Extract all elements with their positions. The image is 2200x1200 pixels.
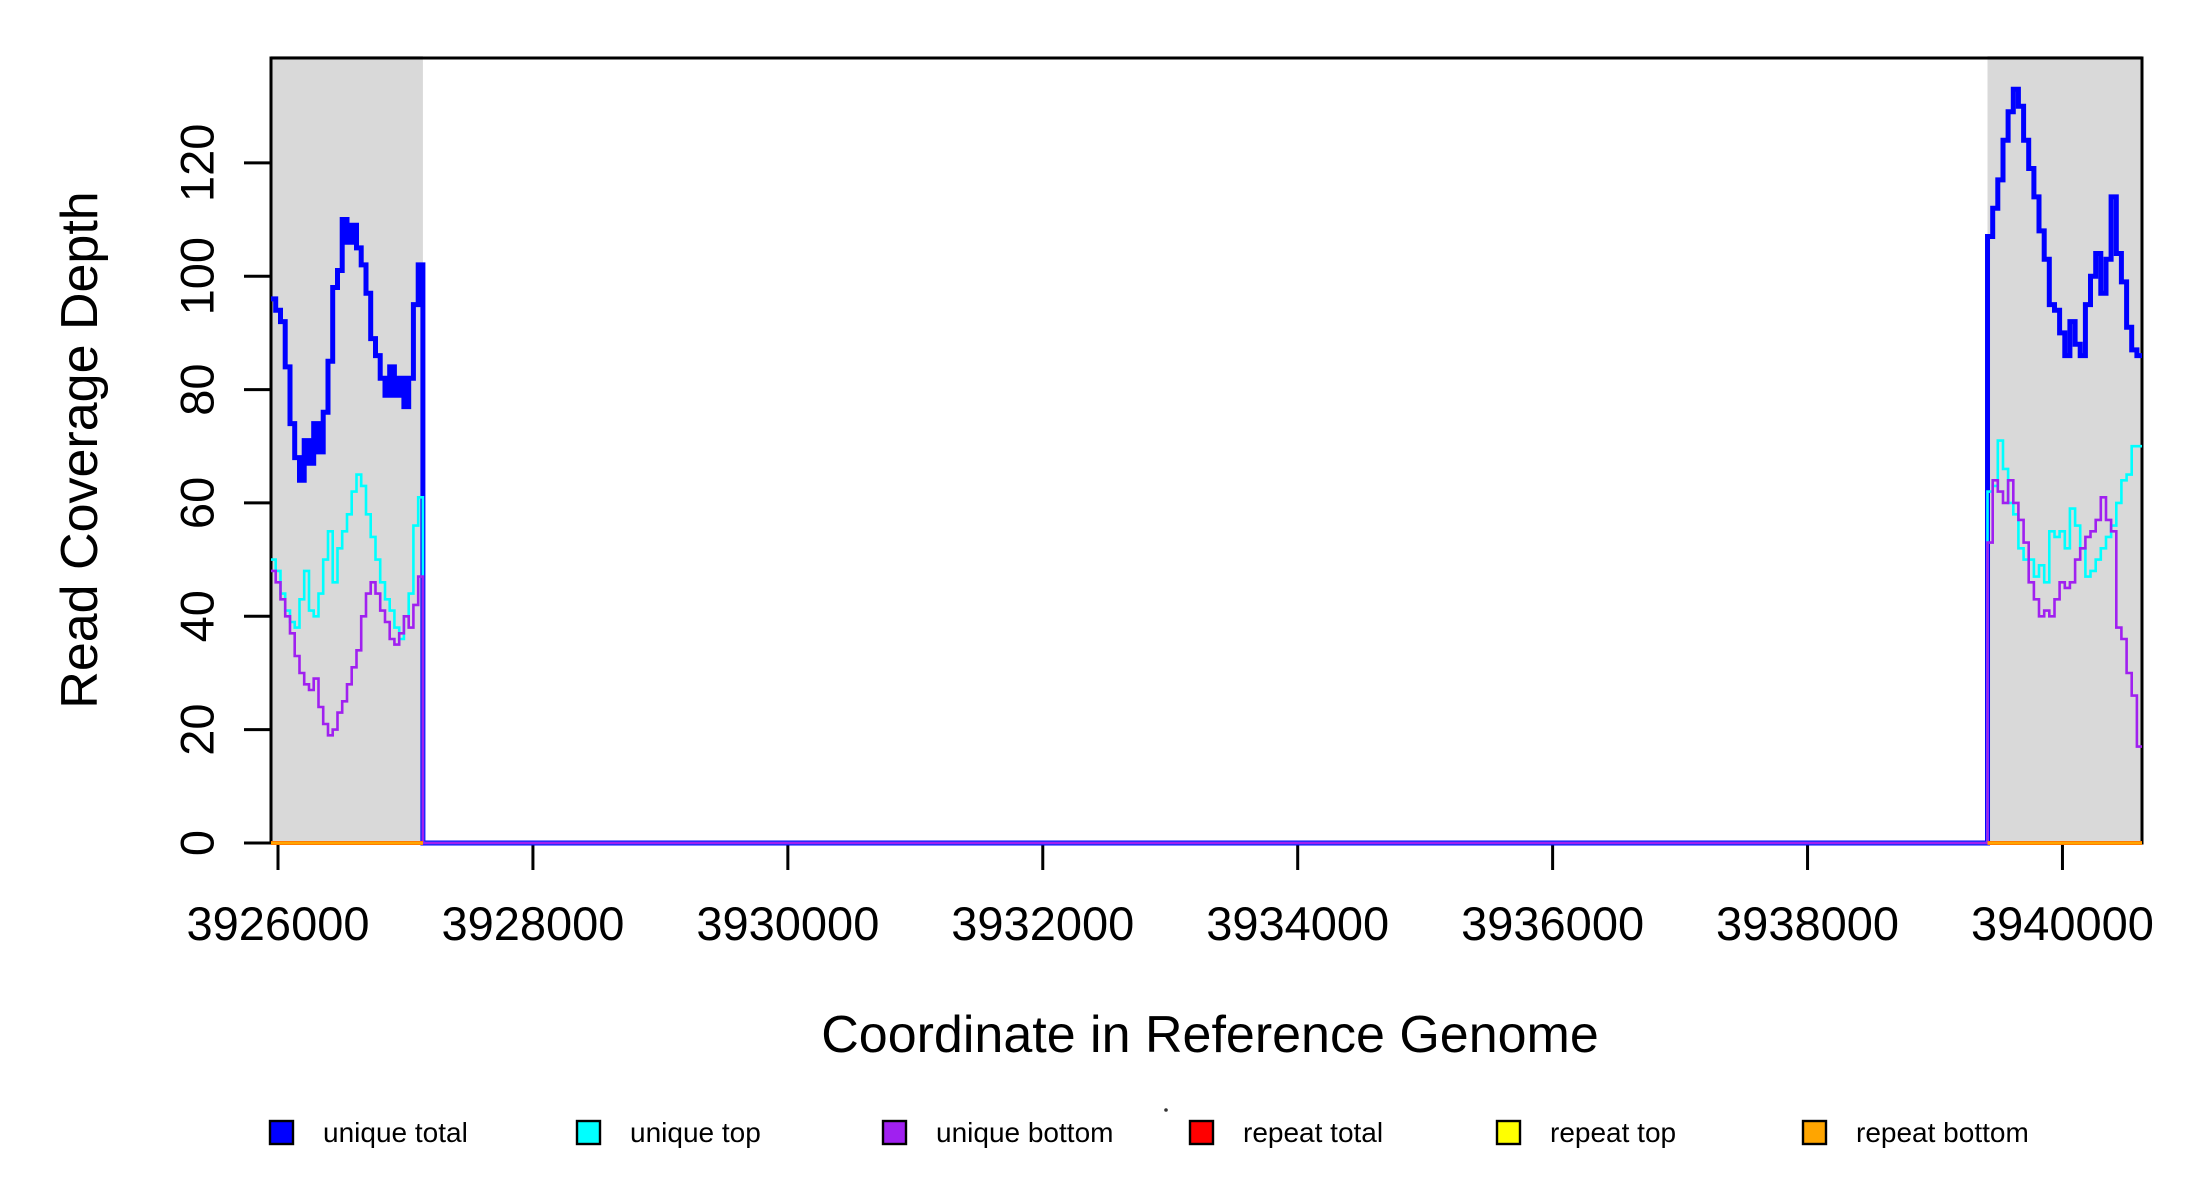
legend-label-repeat-bottom: repeat bottom bbox=[1856, 1117, 2029, 1148]
x-axis-tick-label: 3928000 bbox=[441, 897, 624, 950]
legend-label-repeat-top: repeat top bbox=[1550, 1117, 1676, 1148]
x-axis-tick-label: 3926000 bbox=[187, 897, 370, 950]
legend-swatch-unique-top bbox=[575, 1119, 602, 1146]
series-line-unique-bottom bbox=[271, 479, 2142, 845]
y-axis-tick-label: 120 bbox=[171, 124, 224, 202]
repeat-region-right bbox=[1987, 56, 2142, 843]
x-axis-tick-label: 3936000 bbox=[1461, 897, 1644, 950]
stray-dot-artifact bbox=[1164, 1108, 1168, 1112]
legend-label-repeat-total: repeat total bbox=[1243, 1117, 1383, 1148]
y-axis-tick-label: 40 bbox=[171, 590, 224, 642]
legend-label-unique-total: unique total bbox=[323, 1117, 468, 1148]
legend-label-unique-bottom: unique bottom bbox=[936, 1117, 1113, 1148]
legend-swatch-unique-bottom bbox=[881, 1119, 908, 1146]
plot-border bbox=[269, 56, 2144, 845]
x-axis-tick-label: 3930000 bbox=[696, 897, 879, 950]
y-axis-tick-label: 60 bbox=[171, 477, 224, 529]
x-axis-tick-label: 3934000 bbox=[1206, 897, 1389, 950]
y-axis-title: Read Coverage Depth bbox=[51, 191, 109, 709]
y-axis-tick-label: 20 bbox=[171, 704, 224, 756]
series-line-unique-total bbox=[271, 86, 2142, 846]
legend-swatch-repeat-total bbox=[1188, 1119, 1215, 1146]
y-axis-tick-label: 0 bbox=[171, 830, 224, 856]
x-axis-title: Coordinate in Reference Genome bbox=[821, 1006, 1599, 1064]
legend-swatch-repeat-top bbox=[1495, 1119, 1522, 1146]
legend-swatch-repeat-bottom bbox=[1801, 1119, 1828, 1146]
legend-label-unique-top: unique top bbox=[630, 1117, 761, 1148]
y-axis-tick-label: 100 bbox=[171, 237, 224, 315]
x-axis-tick-label: 3932000 bbox=[951, 897, 1134, 950]
y-axis-tick-label: 80 bbox=[171, 363, 224, 415]
x-axis-tick-label: 3940000 bbox=[1971, 897, 2154, 950]
series-line-unique-top bbox=[271, 439, 2142, 845]
legend-swatch-unique-total bbox=[268, 1119, 295, 1146]
x-axis-tick-label: 3938000 bbox=[1716, 897, 1899, 950]
